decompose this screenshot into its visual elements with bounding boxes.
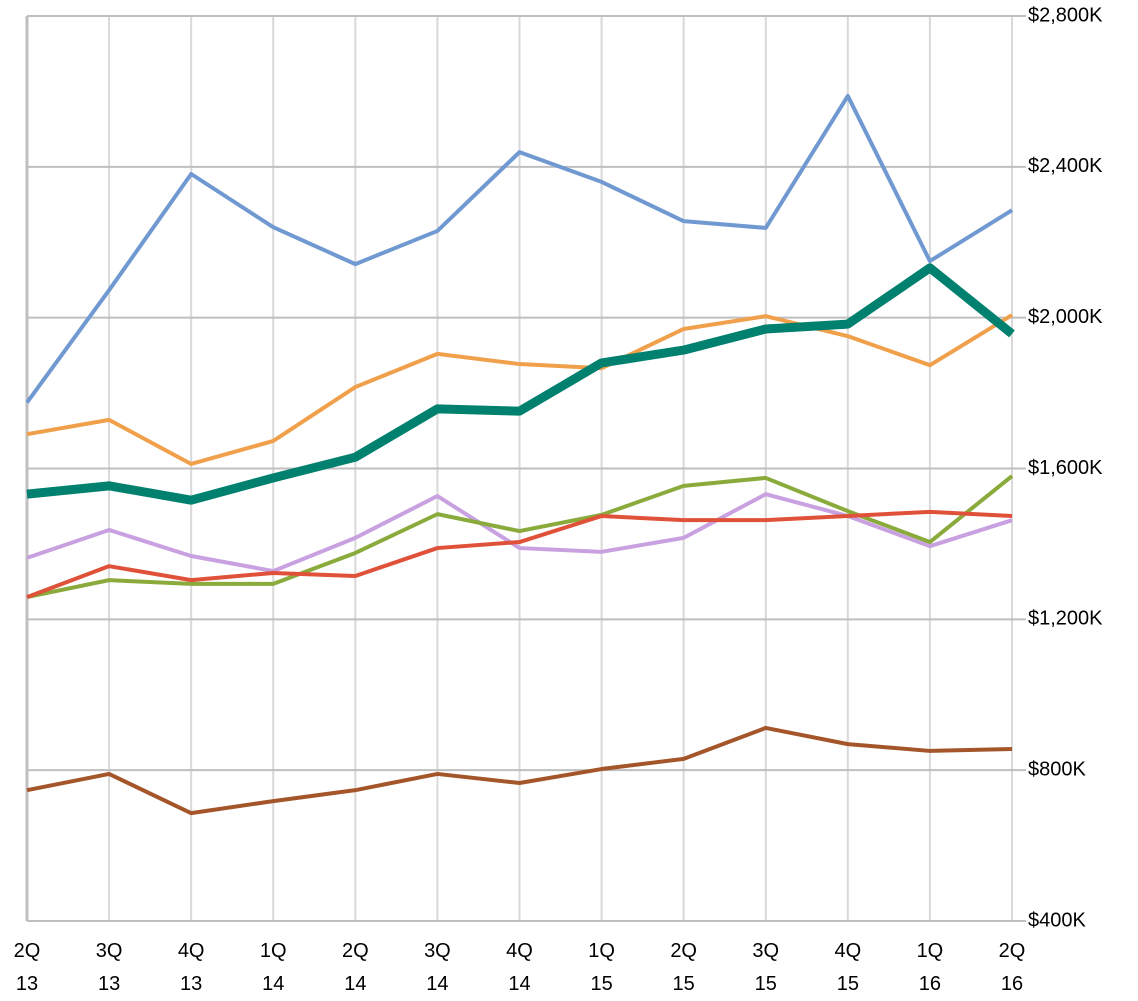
x-tick-label: 4Q 15	[834, 940, 862, 995]
x-tick-label: 2Q 15	[670, 940, 697, 995]
x-tick-label: 3Q 15	[752, 940, 780, 995]
y-tick-label: $400K	[1028, 909, 1086, 931]
y-tick-label: $1,600K	[1028, 457, 1103, 479]
series-line	[26, 474, 1014, 600]
series-line	[26, 509, 1013, 599]
x-tick-label: 2Q 13	[13, 940, 41, 995]
series-line	[26, 263, 1015, 505]
x-tick-label: 1Q 14	[259, 940, 287, 995]
x-tick-label: 3Q 14	[424, 940, 451, 995]
series-line	[26, 313, 1014, 466]
series-line	[26, 725, 1013, 816]
y-tick-label: $2,800K	[1028, 4, 1103, 26]
x-tick-label: 4Q 13	[177, 940, 205, 995]
x-tick-label: 1Q 15	[588, 940, 615, 995]
series-line	[25, 93, 1014, 404]
x-tick-label: 3Q 13	[95, 940, 123, 995]
y-tick-label: $1,200K	[1028, 608, 1103, 630]
x-tick-label: 1Q 16	[916, 940, 944, 995]
x-tick-label: 2Q 14	[341, 940, 369, 995]
y-tick-label: $2,400K	[1028, 155, 1103, 177]
y-tick-label: $800K	[1028, 758, 1086, 780]
x-tick-label: 2Q 16	[998, 940, 1026, 995]
x-tick-label: 4Q 14	[506, 940, 533, 995]
y-tick-label: $2,000K	[1028, 306, 1103, 328]
